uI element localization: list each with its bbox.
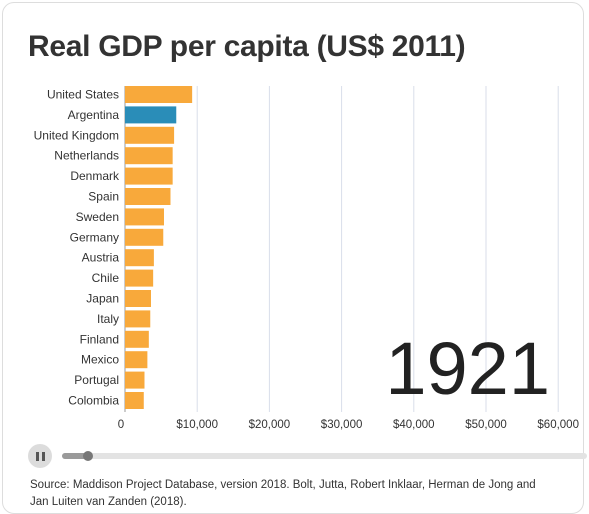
x-tick-label: $10,000 [176, 419, 218, 431]
category-label: United Kingdom [34, 128, 119, 142]
pause-button[interactable] [28, 444, 52, 468]
x-tick-label: 0 [118, 419, 124, 431]
bar [125, 188, 171, 205]
bar [125, 106, 177, 124]
bar [125, 147, 173, 165]
category-label: Spain [88, 190, 119, 204]
category-label: Mexico [81, 353, 119, 367]
x-tick-label: $50,000 [465, 419, 507, 431]
category-label: Japan [86, 292, 119, 306]
bar [125, 290, 151, 307]
category-label: Portugal [74, 373, 119, 387]
timeline-progress [62, 453, 89, 459]
category-label: Germany [70, 230, 119, 244]
bar-chart: 0 $10,000 $20,000 $30,000 $40,000 $50,000 $60,… [34, 86, 579, 431]
x-tick-label: $40,000 [393, 419, 435, 431]
source-note: Source: Maddison Project Database, versi… [30, 479, 536, 508]
category-label: Finland [80, 332, 119, 346]
category-label: Argentina [68, 108, 120, 122]
category-label: Chile [92, 271, 120, 285]
bar [125, 249, 154, 267]
bar [125, 392, 144, 409]
timeline-handle[interactable] [83, 451, 94, 461]
x-tick-label: $60,000 [537, 419, 579, 431]
category-label: Colombia [68, 394, 119, 408]
bar [125, 126, 175, 144]
category-label: Italy [97, 312, 119, 326]
category-label: Netherlands [54, 149, 119, 163]
bar [125, 351, 148, 369]
bar [125, 86, 193, 103]
bar [125, 330, 149, 348]
playback-controls [28, 444, 587, 468]
bar [125, 228, 164, 246]
bar [125, 269, 154, 287]
bar [125, 167, 173, 185]
category-label: United States [47, 88, 119, 102]
x-tick-label: $20,000 [249, 419, 291, 431]
year-label: 1921 [385, 327, 550, 410]
timeline-slider[interactable] [62, 451, 587, 461]
x-tick-label: $30,000 [321, 419, 363, 431]
pause-icon [35, 451, 45, 461]
bar [125, 371, 145, 389]
category-label: Sweden [76, 210, 119, 224]
chart-title: Real GDP per capita (US$ 2011) [28, 30, 466, 63]
category-label: Denmark [70, 169, 120, 183]
bar [125, 310, 151, 328]
bar [125, 208, 164, 226]
category-label: Austria [82, 251, 120, 265]
